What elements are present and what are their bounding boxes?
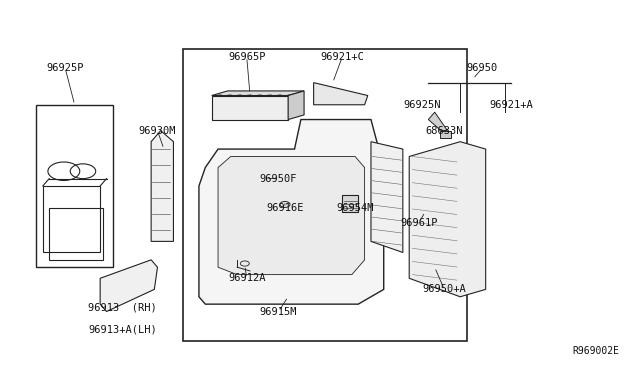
Text: 96930M: 96930M [139,126,176,136]
Circle shape [262,176,269,181]
Text: 96913+A(LH): 96913+A(LH) [88,325,157,335]
Text: 96950+A: 96950+A [422,284,466,294]
Polygon shape [428,112,447,131]
Polygon shape [440,131,451,138]
Polygon shape [212,96,288,119]
Polygon shape [199,119,384,304]
Polygon shape [212,91,304,96]
Polygon shape [100,260,157,311]
Text: R969002E: R969002E [573,346,620,356]
Text: 96950F: 96950F [260,174,298,184]
Circle shape [252,176,260,181]
Polygon shape [288,91,304,119]
Polygon shape [151,131,173,241]
Text: 96925N: 96925N [403,100,441,110]
Text: 96961P: 96961P [400,218,438,228]
Text: 96954M: 96954M [336,203,374,213]
Text: 96915M: 96915M [260,307,298,317]
Text: 96950: 96950 [467,63,498,73]
Bar [36,105,113,267]
Polygon shape [409,142,486,297]
Text: 96913  (RH): 96913 (RH) [88,303,157,313]
Text: 96925P: 96925P [46,63,84,73]
Polygon shape [342,195,358,212]
Polygon shape [218,157,365,275]
Text: 68633N: 68633N [426,126,463,136]
Polygon shape [371,142,403,253]
Bar [183,49,467,341]
Circle shape [243,176,250,181]
Polygon shape [314,83,368,105]
Text: 96921+C: 96921+C [321,52,364,62]
Text: 96916E: 96916E [266,203,304,213]
Polygon shape [237,171,275,186]
Text: 96965P: 96965P [228,52,266,62]
Text: 96912A: 96912A [228,273,266,283]
Text: 96921+A: 96921+A [490,100,533,110]
